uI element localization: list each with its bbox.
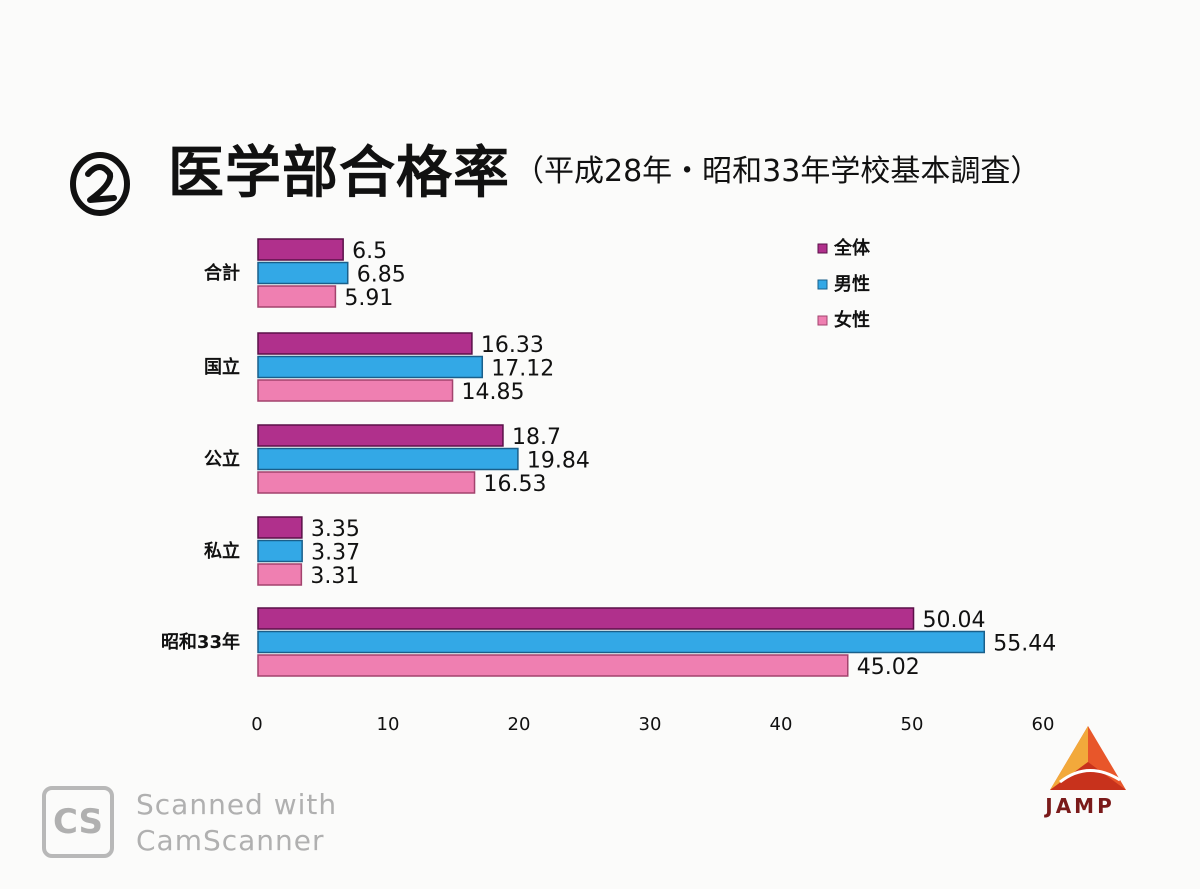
- category-label: 公立: [204, 448, 240, 470]
- data-label: 45.02: [857, 655, 920, 680]
- bar: [257, 285, 337, 308]
- x-tick-label: 40: [770, 714, 793, 735]
- category-label: 国立: [204, 356, 240, 378]
- bar: [257, 261, 349, 285]
- bar: [257, 539, 303, 563]
- bar: [257, 607, 915, 630]
- x-tick-label: 60: [1032, 714, 1055, 735]
- camscanner-watermark: CS Scanned with CamScanner: [42, 786, 342, 866]
- data-label: 16.53: [484, 472, 547, 497]
- jamp-logo-text: JAMP: [1045, 794, 1115, 818]
- data-label: 6.85: [357, 263, 406, 288]
- data-label: 16.33: [481, 333, 544, 358]
- category-label: 私立: [204, 540, 240, 562]
- x-tick-label: 30: [639, 714, 662, 735]
- data-label: 6.5: [352, 239, 387, 264]
- category-label: 昭和33年: [161, 631, 240, 653]
- circled-number-icon: [70, 152, 130, 216]
- bar: [257, 563, 303, 586]
- data-label: 3.31: [310, 564, 359, 589]
- data-label: 5.91: [344, 286, 393, 311]
- bar: [257, 447, 519, 471]
- legend-entry: 全体: [833, 237, 871, 259]
- x-tick-label: 10: [377, 714, 400, 735]
- data-label: 55.44: [993, 632, 1056, 657]
- jamp-triangle-icon: [1050, 726, 1126, 790]
- legend-swatch: [817, 315, 828, 326]
- data-label: 50.04: [923, 608, 986, 633]
- jamp-logo: JAMP: [1030, 722, 1130, 832]
- bar: [257, 471, 476, 494]
- legend-entry: 女性: [834, 309, 870, 331]
- bar: [257, 516, 303, 539]
- bar: [257, 332, 473, 355]
- camscanner-icon: CS: [42, 786, 114, 858]
- category-label: 合計: [204, 262, 240, 284]
- page-title: 医学部合格率: [168, 141, 510, 206]
- data-label: 3.35: [311, 517, 360, 542]
- bar: [257, 630, 986, 654]
- legend-swatch: [817, 279, 828, 290]
- data-label: 18.7: [512, 425, 561, 450]
- x-tick-label: 50: [901, 714, 924, 735]
- data-label: 19.84: [527, 449, 590, 474]
- legend-entry: 男性: [834, 273, 870, 295]
- x-tick-label: 20: [508, 714, 531, 735]
- bar: [257, 238, 344, 261]
- page-subtitle: （平成28年・昭和33年学校基本調査）: [514, 154, 1041, 189]
- data-label: 3.37: [311, 541, 360, 566]
- bar: [257, 424, 504, 447]
- watermark-line-1: Scanned with: [136, 788, 338, 821]
- bar: [257, 379, 454, 402]
- data-label: 14.85: [462, 380, 525, 405]
- bar: [257, 355, 484, 379]
- watermark-line-2: CamScanner: [136, 824, 325, 857]
- x-tick-label: 0: [251, 714, 262, 735]
- data-label: 17.12: [491, 357, 554, 382]
- legend-swatch: [817, 243, 828, 254]
- bar: [257, 654, 849, 677]
